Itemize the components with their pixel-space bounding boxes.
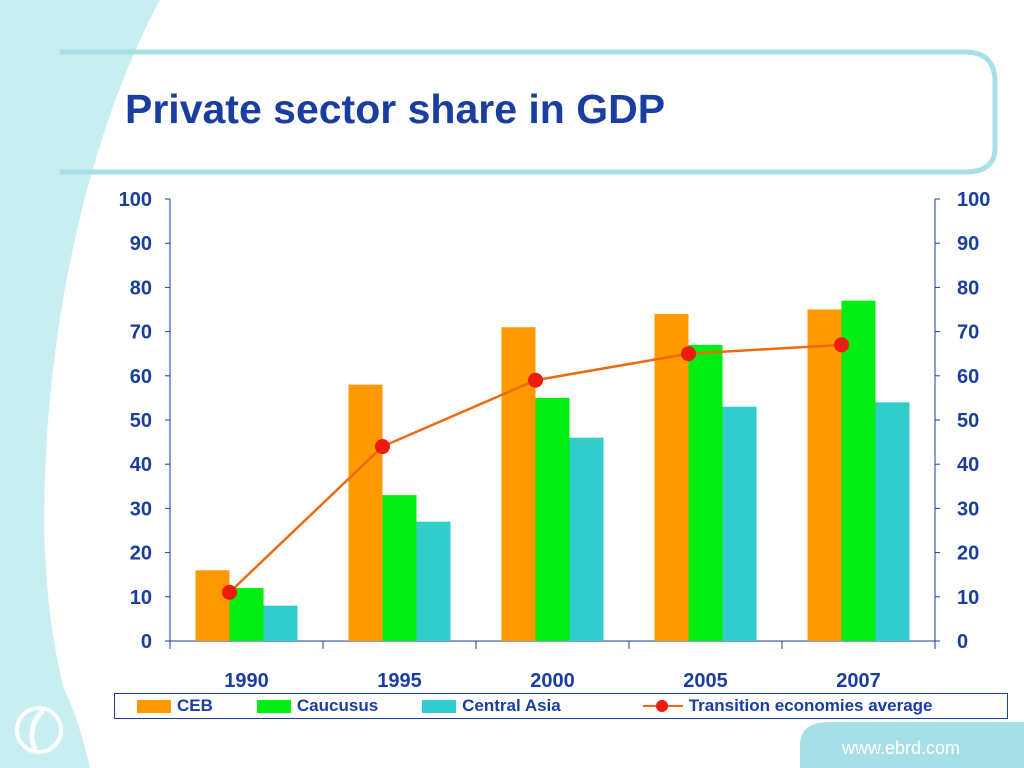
y-tick-label-right: 40	[957, 454, 979, 476]
legend-swatch-ceb	[137, 699, 171, 713]
x-tick-label: 2007	[836, 670, 881, 692]
x-tick-label: 2005	[683, 670, 728, 692]
point-transition-economies-average	[528, 372, 543, 388]
bar-ceb	[807, 309, 842, 641]
y-tick-label-left: 50	[130, 410, 152, 432]
point-transition-economies-average	[222, 584, 237, 600]
bar-central-asia	[416, 521, 451, 641]
bar-ceb	[501, 327, 536, 641]
y-tick-label-right: 50	[957, 410, 979, 432]
y-tick-label-left: 80	[130, 277, 152, 299]
y-tick-label-left: 40	[130, 454, 152, 476]
legend-label-caucusus: Caucusus	[296, 696, 379, 715]
legend-label-central-asia: Central Asia	[462, 696, 561, 715]
y-tick-label-left: 100	[119, 189, 152, 211]
y-tick-label-left: 30	[130, 498, 152, 520]
legend-item-caucusus: Caucusus	[256, 696, 379, 716]
legend-label-transition-average: Transition economies average	[688, 696, 933, 715]
y-tick-label-right: 10	[957, 587, 979, 609]
y-tick-label-right: 80	[957, 277, 979, 299]
x-tick-label: 1995	[377, 670, 422, 692]
bar-central-asia	[875, 402, 910, 641]
y-tick-label-left: 0	[141, 631, 152, 653]
point-transition-economies-average	[375, 439, 390, 455]
y-tick-label-right: 30	[957, 498, 979, 520]
legend-swatch-transition-average	[642, 699, 683, 713]
y-tick-label-left: 10	[130, 587, 152, 609]
bar-caucusus	[841, 300, 876, 641]
legend-item-transition-average: Transition economies average	[642, 696, 933, 716]
bar-caucusus	[535, 397, 570, 641]
legend-item-ceb: CEB	[137, 696, 213, 716]
legend-item-central-asia: Central Asia	[422, 696, 561, 716]
bar-caucusus	[688, 344, 723, 641]
slide-title: Private sector share in GDP	[125, 86, 666, 132]
y-tick-label-right: 100	[957, 189, 990, 211]
y-tick-label-left: 20	[130, 543, 152, 565]
y-tick-label-right: 0	[957, 631, 968, 653]
legend-swatch-caucusus	[256, 699, 291, 713]
y-tick-label-right: 70	[957, 322, 979, 344]
bar-central-asia	[263, 605, 298, 641]
y-tick-label-left: 90	[130, 233, 152, 255]
bar-ceb	[348, 384, 383, 641]
ebrd-logo	[14, 705, 64, 755]
y-tick-label-right: 60	[957, 366, 979, 388]
bar-central-asia	[722, 406, 757, 641]
y-tick-label-right: 90	[957, 233, 979, 255]
bar-ceb	[195, 570, 230, 641]
legend-label-ceb: CEB	[177, 696, 213, 715]
chart-legend: CEB Caucusus Central Asia Transition eco…	[114, 693, 1008, 719]
x-tick-label: 1990	[224, 670, 269, 692]
y-tick-label-left: 60	[130, 366, 152, 388]
bar-ceb	[654, 313, 689, 641]
bar-central-asia	[569, 437, 604, 641]
point-transition-economies-average	[834, 337, 849, 353]
point-transition-economies-average	[681, 346, 696, 362]
footer-url: www.ebrd.com	[842, 738, 961, 758]
y-tick-label-right: 20	[957, 543, 979, 565]
y-tick-label-left: 70	[130, 322, 152, 344]
x-tick-label: 2000	[530, 670, 575, 692]
legend-swatch-central-asia	[422, 699, 457, 713]
bar-caucusus	[382, 495, 417, 641]
